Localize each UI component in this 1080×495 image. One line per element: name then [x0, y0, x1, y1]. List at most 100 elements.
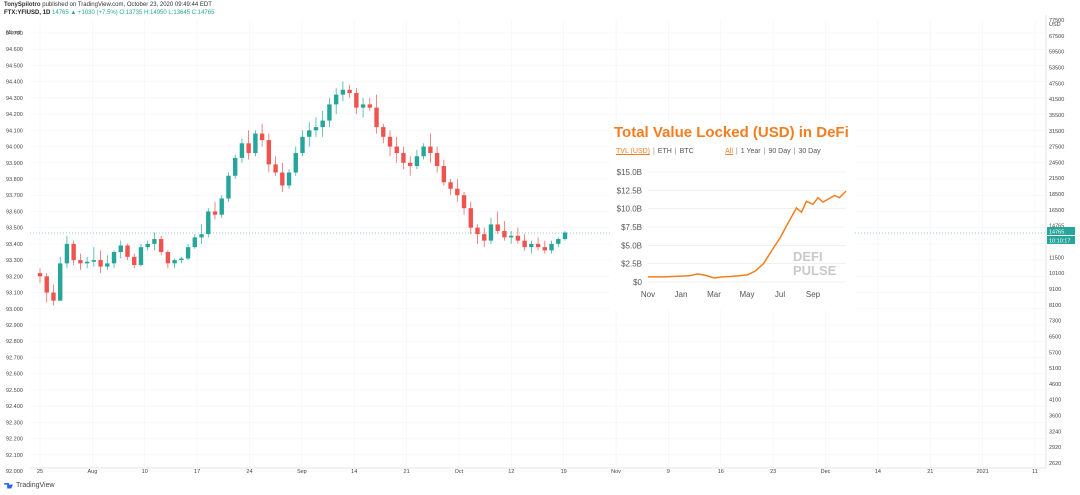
publisher-line: TonySpilotro published on TradingView.co…: [4, 2, 212, 8]
right-axis-label: 47500: [1049, 81, 1064, 87]
filter-tvl[interactable]: TVL (USD): [616, 148, 650, 155]
watermark-defi: DEFI: [793, 249, 823, 264]
candle-body: [51, 292, 56, 301]
time-axis-label: 25: [37, 469, 43, 475]
time-axis-label: 19: [561, 469, 567, 475]
right-axis-label: 77500: [1049, 18, 1064, 24]
left-axis-label: 92.800: [6, 339, 23, 345]
tradingview-footer[interactable]: TradingView: [4, 482, 55, 489]
time-axis-label: 24: [246, 469, 252, 475]
left-axis-label: 93.500: [6, 226, 23, 232]
publish-info: published on TradingView.com, October 23…: [42, 2, 212, 8]
tvl-grid: [648, 171, 846, 283]
price-badge-value: 14765: [1049, 230, 1064, 236]
time-axis-label: 23: [770, 469, 776, 475]
candle-body: [455, 188, 460, 196]
candle-body: [259, 133, 265, 141]
range-1-year[interactable]: 1 Year: [740, 148, 761, 155]
right-axis-label: 31500: [1049, 129, 1064, 135]
tvl-y-label: $12.5B: [617, 186, 642, 195]
candle-body: [185, 247, 191, 259]
candle-body: [535, 243, 541, 248]
candle-body: [360, 104, 366, 108]
candle-body: [158, 239, 164, 252]
right-axis-label: 2920: [1049, 445, 1061, 451]
left-axis-label: 92.600: [6, 372, 23, 378]
candle-body: [542, 247, 548, 251]
candle-body: [253, 133, 258, 154]
candle-body: [105, 263, 110, 267]
filter-btc[interactable]: BTC: [679, 148, 694, 155]
filter-eth[interactable]: ETH: [657, 148, 672, 155]
candle-body: [421, 146, 426, 157]
right-axis-label: 41500: [1049, 97, 1064, 103]
time-axis-label: Nov: [611, 469, 621, 475]
candle-body: [286, 172, 292, 186]
time-axis-label: 9: [667, 469, 670, 475]
range-all[interactable]: All: [725, 148, 733, 155]
candle-body: [84, 261, 90, 264]
tvl-y-label: $0: [633, 278, 642, 287]
candle-body: [118, 245, 123, 252]
candle-body: [549, 243, 554, 251]
symbol-label[interactable]: FTX:YFIUSD, 1D: [4, 10, 51, 16]
inset-filter-bar: TVL (USD) | ETH | BTC All | 1 Year | 90 Day | 30 D…: [616, 148, 821, 155]
left-axis-label: 94.400: [6, 80, 23, 86]
left-axis-label: 94.600: [6, 47, 23, 53]
candle-body: [340, 89, 346, 95]
right-axis-label: 3600: [1049, 414, 1061, 420]
right-axis-label: 7300: [1049, 319, 1061, 325]
tvl-x-label: Jul: [775, 290, 785, 299]
ohlc-line: FTX:YFIUSD, 1D 14765 ▲ +1030 (+7.5%) O:1…: [4, 10, 214, 16]
candle-body: [239, 143, 245, 158]
time-axis-label: 21: [927, 469, 933, 475]
range-90-day[interactable]: 90 Day: [768, 148, 791, 155]
candle-body: [374, 107, 379, 128]
candle-body: [313, 127, 319, 131]
candle-body: [502, 230, 507, 238]
right-axis-label: 11500: [1049, 255, 1064, 261]
right-axis-label: 67500: [1049, 34, 1064, 40]
candle-body: [212, 211, 218, 215]
tvl-y-label: $10.0B: [617, 205, 642, 214]
candle-body: [71, 243, 76, 261]
candle-body: [226, 175, 231, 199]
candle-body: [246, 143, 251, 154]
right-axis-label: 35500: [1049, 113, 1064, 119]
left-axis-label: 93.700: [6, 193, 23, 199]
left-axis-mode[interactable]: Mixed: [6, 30, 21, 36]
tvl-series-line: [648, 190, 847, 279]
candle-body: [387, 136, 393, 147]
left-axis-label: 93.400: [6, 242, 23, 248]
right-axis-label: 53500: [1049, 65, 1064, 71]
candle-body: [266, 140, 272, 165]
candle-body: [529, 243, 534, 248]
candle-body: [381, 127, 386, 137]
right-axis-label: 9100: [1049, 287, 1061, 293]
right-axis-currency[interactable]: USD: [1049, 22, 1061, 28]
candle-body: [434, 153, 440, 167]
range-30-day[interactable]: 30 Day: [798, 148, 821, 155]
left-price-axis: 94.700 94.600 94.500 94.400 94.300 94.200 94.1…: [6, 31, 23, 475]
left-axis-label: 92.700: [6, 355, 23, 361]
left-axis-label: 92.000: [6, 469, 23, 475]
left-axis-label: 92.900: [6, 323, 23, 329]
range-separator: |: [735, 148, 738, 155]
tvl-x-axis: Nov Jan Mar May Jul Sep: [641, 290, 821, 299]
candle-body: [441, 166, 447, 183]
ohlc-values: 14765 ▲ +1030 (+7.5%) O:13735 H:14950 L:…: [52, 10, 215, 16]
candle-body: [320, 120, 325, 128]
defi-tvl-inset: Total Value Locked (USD) in DeFi TVL (US…: [610, 120, 855, 310]
left-axis-label: 94.000: [6, 145, 23, 151]
candle-body: [179, 258, 184, 261]
left-axis-label: 94.200: [6, 112, 23, 118]
publisher-name[interactable]: TonySpilotro: [4, 2, 41, 8]
tvl-y-label: $7.5B: [621, 223, 642, 232]
right-axis-label: 3240: [1049, 429, 1061, 435]
candle-body: [448, 182, 453, 189]
candle-body: [78, 260, 83, 264]
candle-body: [37, 273, 43, 277]
candle-body: [508, 235, 514, 238]
candle-body: [64, 243, 70, 264]
